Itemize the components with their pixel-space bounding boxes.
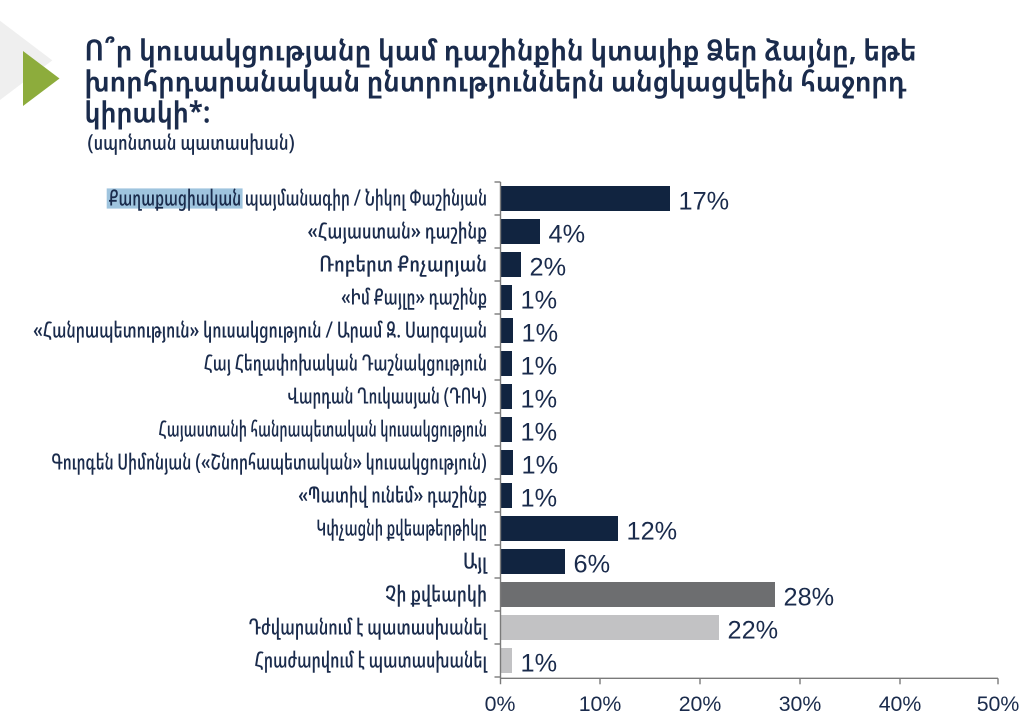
svg-text:2%: 2% [530,254,567,282]
svg-text:12%: 12% [627,518,678,546]
svg-text:1%: 1% [521,650,558,678]
svg-text:1%: 1% [521,419,558,447]
svg-text:50%: 50% [977,692,1020,716]
svg-text:28%: 28% [784,584,835,612]
svg-text:10%: 10% [579,692,622,716]
svg-text:4%: 4% [549,221,586,249]
svg-text:1%: 1% [521,287,558,315]
svg-text:30%: 30% [779,692,822,716]
svg-text:22%: 22% [728,617,779,645]
svg-text:40%: 40% [879,692,922,716]
svg-text:6%: 6% [574,551,611,579]
svg-text:1%: 1% [522,320,559,348]
svg-text:17%: 17% [679,188,730,216]
svg-text:1%: 1% [522,452,559,480]
svg-text:20%: 20% [679,692,722,716]
svg-text:0%: 0% [485,692,516,716]
svg-text:1%: 1% [521,353,558,381]
svg-text:1%: 1% [521,485,558,513]
svg-text:1%: 1% [521,386,558,414]
